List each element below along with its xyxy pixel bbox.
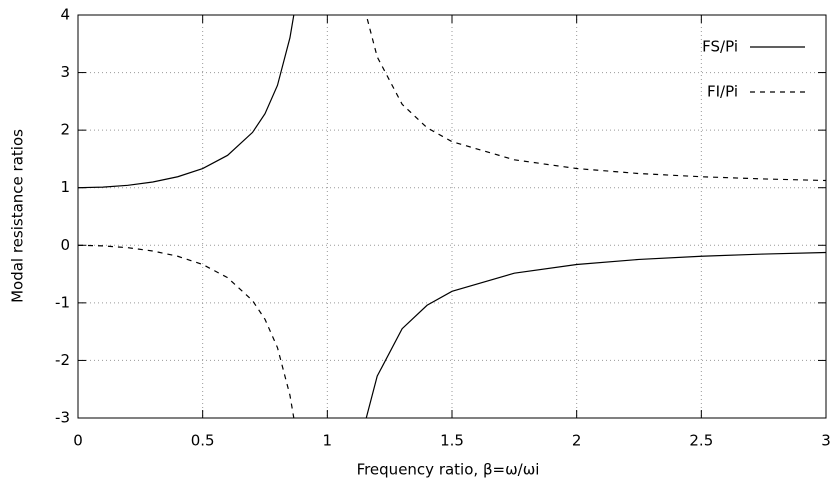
x-tick-label: 3 [821, 432, 831, 450]
y-tick-label: 4 [60, 6, 70, 24]
series-line [78, 15, 826, 418]
y-tick-label: -3 [55, 409, 70, 427]
series-line [78, 15, 826, 418]
y-tick-label: 1 [60, 178, 70, 196]
x-tick-label: 0 [73, 432, 83, 450]
y-tick-label: -1 [55, 293, 70, 311]
x-tick-label: 0.5 [191, 432, 215, 450]
plot-area [78, 15, 826, 418]
x-tick-label: 2.5 [689, 432, 713, 450]
y-tick-label: -2 [55, 351, 70, 369]
y-tick-label: 0 [60, 236, 70, 254]
y-axis-label: Modal resistance ratios [9, 129, 27, 303]
y-tick-label: 3 [60, 63, 70, 81]
legend-label: FI/Pi [707, 83, 738, 101]
legend-label: FS/Pi [702, 38, 738, 56]
x-tick-label: 1.5 [440, 432, 464, 450]
x-tick-label: 1 [323, 432, 333, 450]
plot-frame [77, 14, 827, 419]
x-axis-label: Frequency ratio, β=ω/ωi [357, 461, 540, 479]
x-tick-label: 2 [572, 432, 582, 450]
y-tick-label: 2 [60, 121, 70, 139]
